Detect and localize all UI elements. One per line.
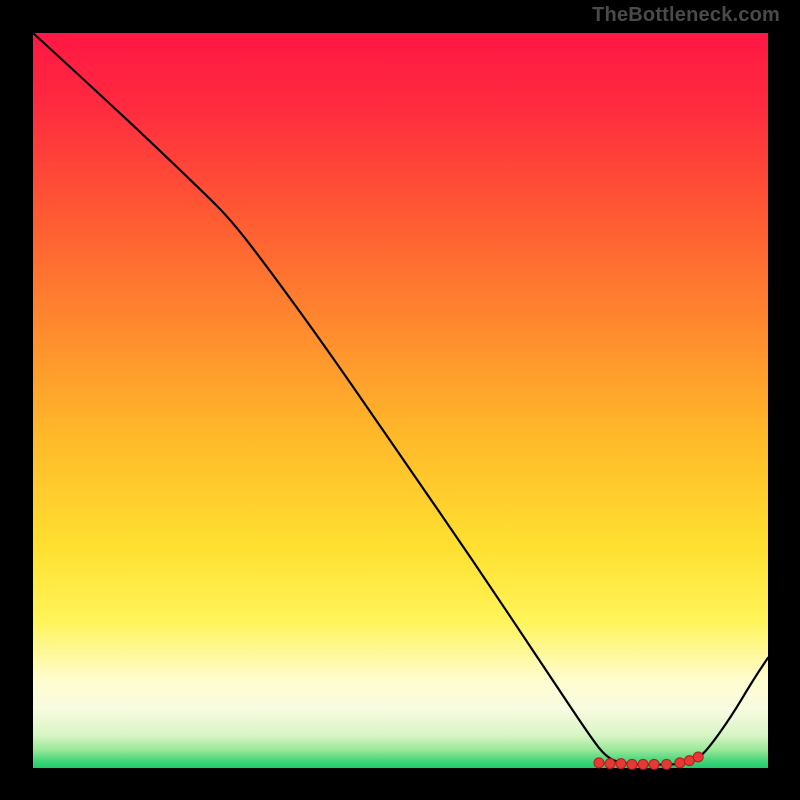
marker-point [693, 752, 703, 762]
chart-container: TheBottleneck.com [0, 0, 800, 800]
marker-point [662, 759, 672, 769]
marker-point [605, 759, 615, 769]
watermark-text: TheBottleneck.com [592, 4, 780, 27]
plot-background [33, 33, 768, 768]
marker-point [616, 759, 626, 769]
marker-point [638, 759, 648, 769]
marker-point [649, 759, 659, 769]
marker-point [627, 759, 637, 769]
chart-svg [0, 0, 800, 800]
marker-point [594, 758, 604, 768]
marker-point [675, 758, 685, 768]
